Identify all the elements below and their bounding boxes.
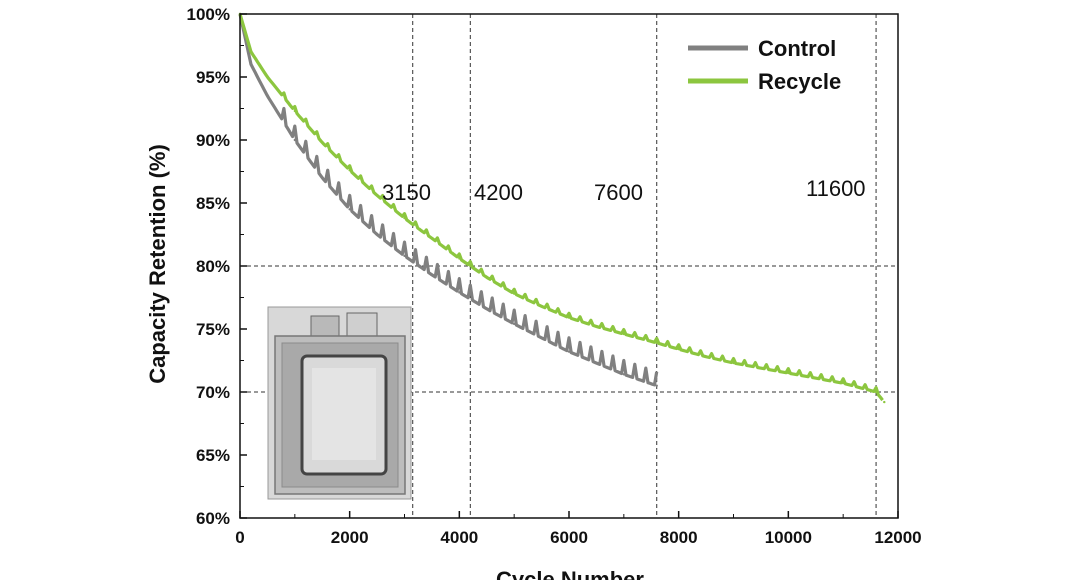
y-tick-label-95: 95% (196, 68, 230, 87)
point-control-500 (266, 94, 269, 98)
x-axis-title: Cycle Number (496, 567, 644, 580)
point-recycle-11600 (874, 390, 878, 394)
y-tick-label-70: 70% (196, 383, 230, 402)
x-tick-label-6000: 6000 (550, 528, 588, 547)
point-recycle-4500 (485, 276, 488, 279)
point-control-7600 (655, 384, 658, 387)
point-recycle-10000 (787, 371, 790, 375)
point-control-7000 (622, 373, 626, 376)
axes: 0 2000 4000 6000 8000 10000 12000 60% 65% 70% 75% 8… (187, 5, 922, 547)
annotation-11600: 11600 (806, 176, 866, 201)
point-control-6000 (567, 350, 571, 353)
point-recycle-11000 (841, 381, 845, 385)
point-recycle-2000 (348, 169, 351, 172)
point-control-1500 (321, 176, 324, 179)
y-tick-label-65: 65% (196, 446, 230, 465)
legend: Control Recycle (688, 36, 841, 94)
point-recycle-6000 (567, 316, 571, 319)
point-recycle-1500 (321, 141, 324, 144)
series-layer (238, 12, 886, 404)
point-control-200 (249, 63, 253, 66)
point-control-1000 (293, 138, 297, 142)
annotation-7600: 7600 (594, 180, 643, 205)
legend-label-control: Control (758, 36, 836, 61)
y-tick-label-90: 90% (196, 131, 230, 150)
y-axis-title: Capacity Retention (%) (145, 144, 170, 384)
point-recycle-3000 (403, 216, 406, 220)
point-control-3500 (430, 273, 434, 277)
point-control-2500 (375, 233, 379, 236)
x-tick-label-8000: 8000 (660, 528, 698, 547)
legend-label-recycle: Recycle (758, 69, 841, 94)
point-recycle-4200 (469, 264, 472, 268)
y-tick-label-75: 75% (196, 320, 230, 339)
annotation-3150: 3150 (382, 180, 431, 205)
point-control-5500 (540, 336, 543, 340)
y-tick-label-100: 100% (187, 5, 230, 24)
point-control-2000 (348, 208, 351, 211)
point-recycle-6500 (595, 325, 598, 328)
point-recycle-3150 (411, 223, 414, 226)
point-recycle-5500 (540, 305, 543, 308)
point-recycle-8500 (704, 355, 708, 358)
point-recycle-4000 (458, 257, 461, 260)
x-tick-label-2000: 2000 (331, 528, 369, 547)
point-recycle-500 (266, 75, 269, 79)
point-recycle-200 (249, 50, 253, 53)
point-recycle-9500 (759, 366, 763, 370)
y-tick-label-80: 80% (196, 257, 230, 276)
point-control-4000 (458, 291, 461, 294)
point-recycle-11750 (883, 400, 886, 404)
point-recycle-8000 (677, 347, 680, 351)
point-control-6500 (595, 361, 598, 365)
point-recycle-2500 (375, 194, 379, 197)
point-recycle-5000 (512, 292, 516, 295)
y-tick-label-60: 60% (196, 509, 230, 528)
point-control-4500 (485, 307, 488, 311)
annotation-4200: 4200 (474, 180, 523, 205)
point-recycle-7600 (655, 341, 658, 345)
point-recycle-1000 (293, 109, 297, 113)
point-recycle-3500 (430, 237, 434, 240)
series-line-control (238, 13, 659, 387)
x-tick-label-12000: 12000 (874, 528, 921, 547)
x-tick-label-0: 0 (235, 528, 244, 547)
point-control-5000 (512, 322, 516, 326)
point-recycle-7000 (622, 332, 626, 336)
pouch-cell-photo (267, 306, 412, 500)
point-control-3000 (403, 254, 406, 258)
y-tick-label-85: 85% (196, 194, 230, 213)
reference-lines (240, 14, 898, 518)
x-tick-label-10000: 10000 (765, 528, 812, 547)
point-recycle-10500 (814, 376, 817, 380)
point-recycle-9000 (732, 361, 735, 365)
series-line-recycle (238, 13, 884, 402)
x-tick-label-4000: 4000 (440, 528, 478, 547)
